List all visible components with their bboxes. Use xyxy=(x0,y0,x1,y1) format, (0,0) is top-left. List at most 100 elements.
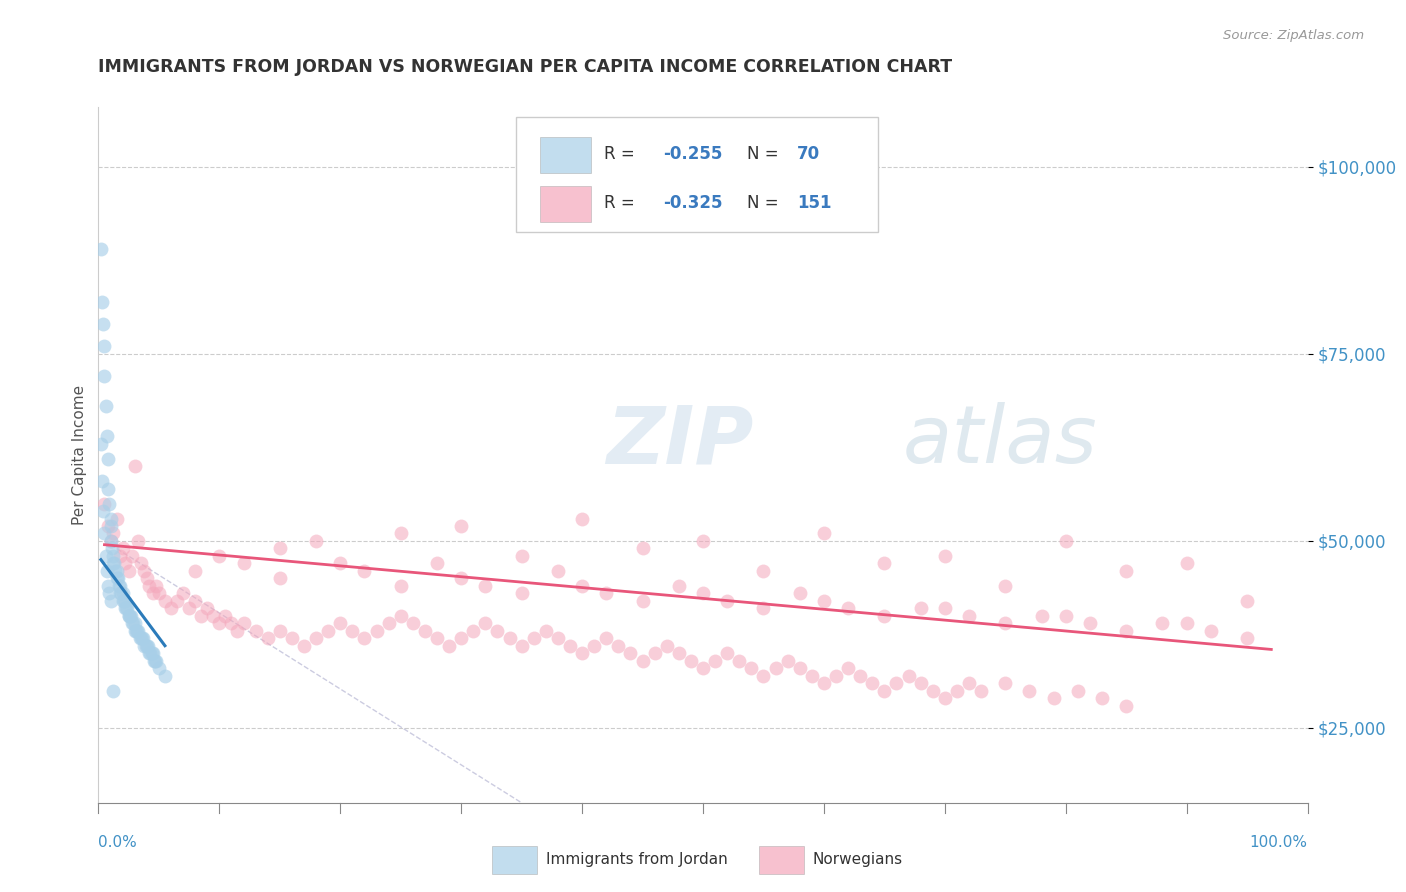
Point xyxy=(132,631,155,645)
Point xyxy=(108,579,131,593)
Point xyxy=(1236,594,1258,608)
Text: atlas: atlas xyxy=(903,402,1097,480)
Point xyxy=(1078,616,1101,631)
Point xyxy=(1175,616,1198,631)
Point xyxy=(934,601,956,615)
Point xyxy=(292,639,315,653)
Point xyxy=(138,646,160,660)
Point xyxy=(377,616,399,631)
Point xyxy=(789,586,811,600)
Point xyxy=(100,541,122,556)
Point xyxy=(437,639,460,653)
Point xyxy=(135,639,157,653)
Point xyxy=(305,631,328,645)
Point xyxy=(353,631,375,645)
Point xyxy=(534,624,557,638)
Point xyxy=(389,526,412,541)
Point xyxy=(571,579,593,593)
Point xyxy=(91,294,114,309)
Point xyxy=(510,586,533,600)
Point xyxy=(184,594,207,608)
Point xyxy=(135,571,157,585)
Point xyxy=(1175,557,1198,571)
Point xyxy=(100,594,122,608)
Point xyxy=(115,601,138,615)
Point xyxy=(202,608,225,623)
Point xyxy=(957,608,980,623)
Point xyxy=(91,317,114,331)
Point xyxy=(1115,564,1137,578)
Point xyxy=(450,631,472,645)
Point xyxy=(752,564,775,578)
Point xyxy=(413,624,436,638)
Point xyxy=(214,608,236,623)
Point xyxy=(994,676,1017,690)
Point xyxy=(145,579,167,593)
Point xyxy=(91,504,114,518)
Text: R =: R = xyxy=(603,145,640,163)
Point xyxy=(474,579,496,593)
Point xyxy=(571,511,593,525)
Point xyxy=(105,564,128,578)
Point xyxy=(1031,608,1053,623)
Point xyxy=(957,676,980,690)
Point xyxy=(655,639,678,653)
Point xyxy=(994,616,1017,631)
Point xyxy=(329,616,352,631)
Point xyxy=(256,631,278,645)
Point xyxy=(970,683,993,698)
Point xyxy=(134,639,156,653)
Point xyxy=(994,579,1017,593)
Point xyxy=(934,691,956,706)
Point xyxy=(221,616,243,631)
Point xyxy=(114,557,136,571)
FancyBboxPatch shape xyxy=(516,118,879,232)
Point xyxy=(141,646,163,660)
Point xyxy=(184,564,207,578)
Point xyxy=(316,624,339,638)
Point xyxy=(463,624,485,638)
Point xyxy=(426,557,449,571)
Point xyxy=(129,557,152,571)
Point xyxy=(107,571,129,585)
Point xyxy=(668,579,690,593)
Point xyxy=(523,631,546,645)
Point xyxy=(94,399,117,413)
Point xyxy=(177,601,201,615)
Point xyxy=(195,601,218,615)
Point xyxy=(111,541,134,556)
Point xyxy=(93,339,115,353)
Point xyxy=(111,586,134,600)
Point xyxy=(631,594,654,608)
Point xyxy=(100,533,122,548)
FancyBboxPatch shape xyxy=(540,186,591,222)
Point xyxy=(100,519,122,533)
Point xyxy=(153,668,176,682)
Text: Norwegians: Norwegians xyxy=(813,853,903,867)
Point xyxy=(716,594,738,608)
Point xyxy=(607,639,630,653)
Point xyxy=(765,661,787,675)
Point xyxy=(910,676,932,690)
Point xyxy=(105,571,128,585)
Point xyxy=(1054,533,1077,548)
Point xyxy=(134,564,156,578)
Point xyxy=(118,564,141,578)
Point xyxy=(426,631,449,645)
Point xyxy=(474,616,496,631)
Point xyxy=(136,639,159,653)
Point xyxy=(934,549,956,563)
Point xyxy=(120,608,142,623)
Point xyxy=(740,661,762,675)
Text: Source: ZipAtlas.com: Source: ZipAtlas.com xyxy=(1223,29,1364,42)
Point xyxy=(789,661,811,675)
Point xyxy=(342,624,364,638)
Point xyxy=(752,601,775,615)
Point xyxy=(128,631,150,645)
Point xyxy=(886,676,908,690)
Point xyxy=(124,459,146,474)
Text: R =: R = xyxy=(603,194,640,212)
Point xyxy=(131,631,153,645)
Point xyxy=(143,654,166,668)
Point xyxy=(631,654,654,668)
